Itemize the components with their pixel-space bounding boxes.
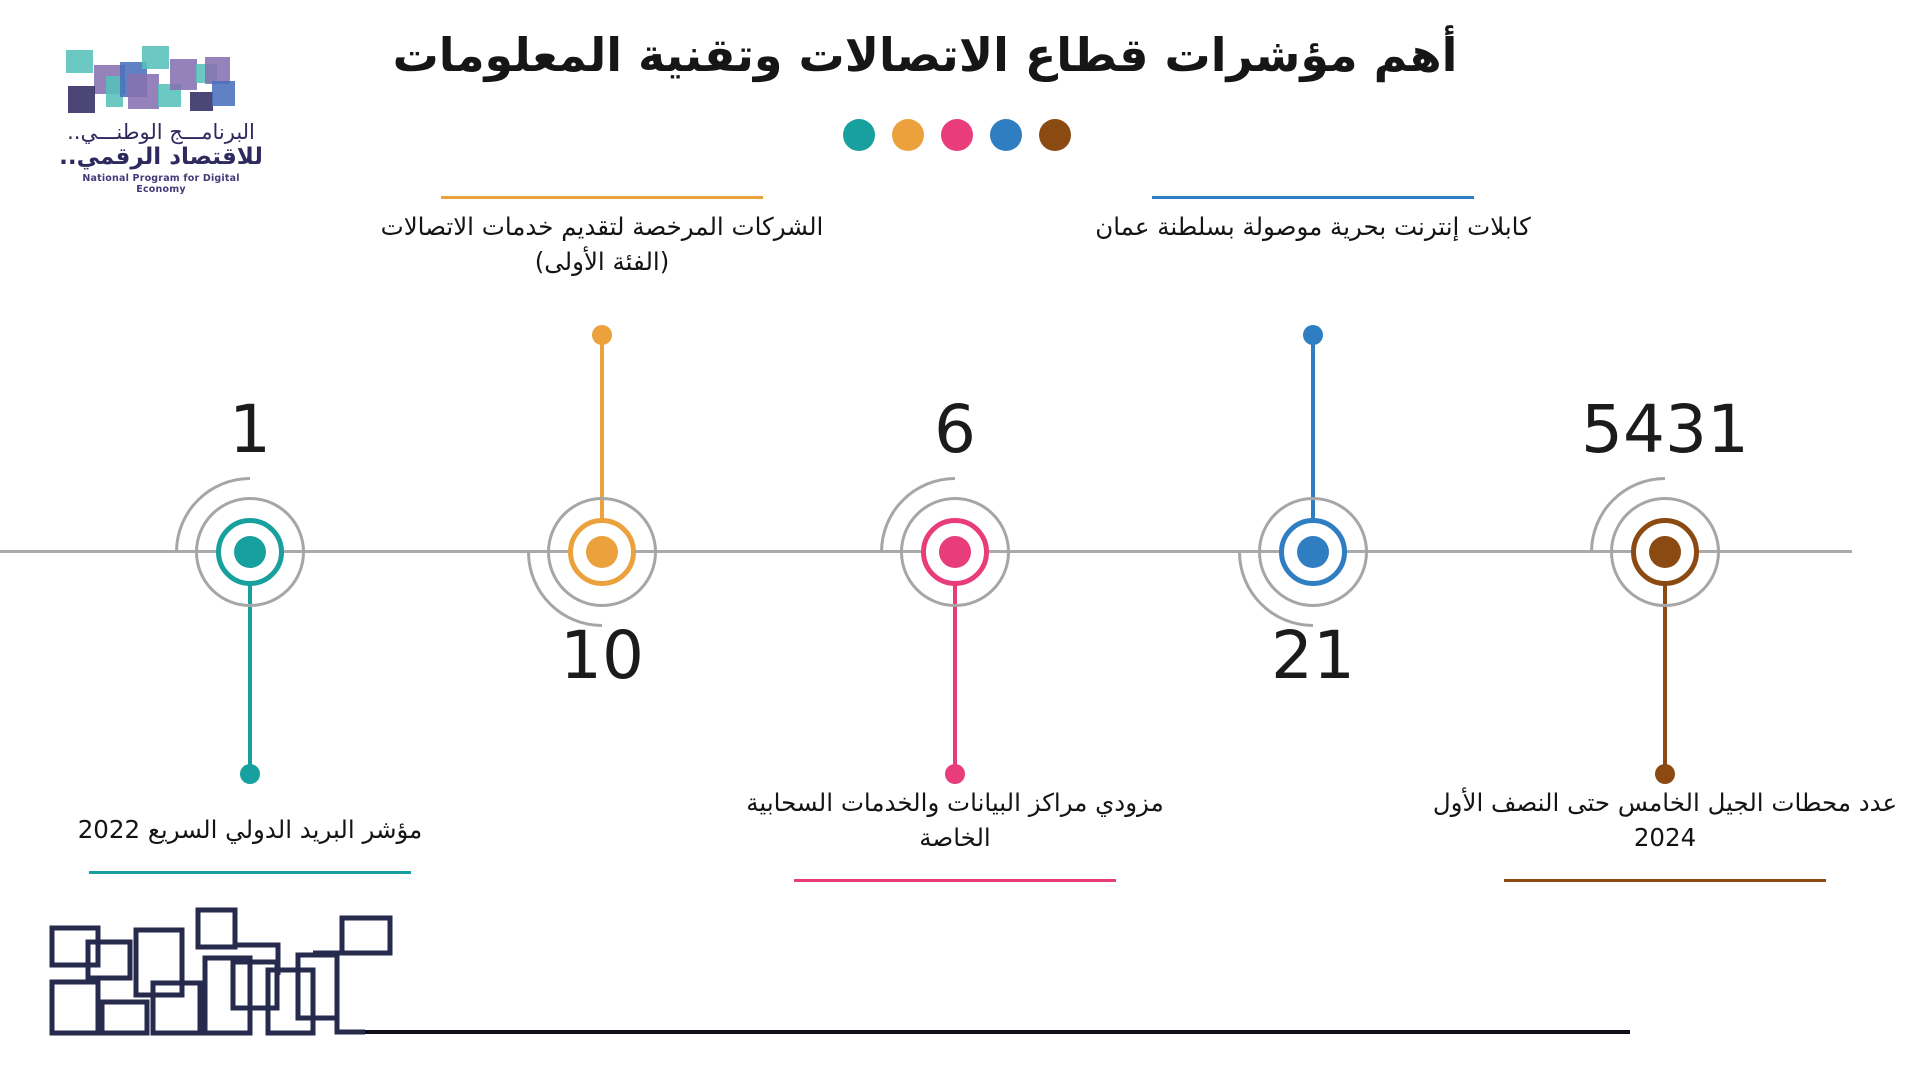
squares-decoration (49, 907, 1630, 1036)
node-outer-circle-icon (900, 497, 1010, 607)
label-overline (441, 196, 763, 199)
connector-line (1311, 335, 1315, 552)
node-outer-circle-icon (1258, 497, 1368, 607)
node-dot-icon (939, 536, 971, 568)
indicator-value: 5431 (1581, 391, 1749, 468)
indicator-label-block: مؤشر البريد الدولي السريع 2022 (15, 812, 485, 874)
indicator-label-block: عدد محطات الجيل الخامس حتى النصف الأول 2… (1430, 785, 1900, 882)
indicator-label: كابلات إنترنت بحرية موصولة بسلطنة عمان (1095, 212, 1531, 241)
indicator-label: مؤشر البريد الدولي السريع 2022 (77, 815, 423, 844)
blue-dot-icon (990, 119, 1022, 151)
program-logo: البرنامـــج الوطنـــي.. للاقتصاد الرقمي.… (56, 34, 266, 195)
node-dot-icon (234, 536, 266, 568)
page-title: أهم مؤشرات قطاع الاتصالات وتقنية المعلوم… (392, 28, 1458, 82)
node-dot-icon (586, 536, 618, 568)
label-underline (1504, 879, 1826, 882)
indicator-label: مزودي مراكز البيانات والخدمات السحابية ا… (746, 788, 1164, 852)
indicator-label: عدد محطات الجيل الخامس حتى النصف الأول 2… (1432, 788, 1898, 852)
connector-end-dot-icon (240, 764, 260, 784)
indicator-label: الشركات المرخصة لتقديم خدمات الاتصالات (… (380, 212, 824, 276)
connector-end-dot-icon (1655, 764, 1675, 784)
node-dot-icon (1649, 536, 1681, 568)
label-overline (1152, 196, 1474, 199)
pink-dot-icon (941, 119, 973, 151)
indicator-value: 10 (560, 617, 644, 694)
connector-end-dot-icon (592, 325, 612, 345)
label-underline (794, 879, 1116, 882)
node-ring-icon (921, 518, 989, 586)
node-outer-circle-icon (1610, 497, 1720, 607)
orange-dot-icon (892, 119, 924, 151)
title-dots (843, 119, 1071, 151)
indicator-value: 1 (229, 391, 271, 468)
teal-dot-icon (843, 119, 875, 151)
brown-dot-icon (1039, 119, 1071, 151)
label-underline (89, 871, 411, 874)
logo-mosaic-icon (66, 46, 235, 113)
indicator-value: 21 (1271, 617, 1355, 694)
connector-line (600, 335, 604, 552)
connector-end-dot-icon (1303, 325, 1323, 345)
logo-english-caption: National Program for Digital Economy (82, 173, 240, 195)
indicator-label-block: الشركات المرخصة لتقديم خدمات الاتصالات (… (367, 196, 837, 279)
logo-arabic-line2: للاقتصاد الرقمي.. (59, 144, 263, 170)
connector-line (248, 552, 252, 774)
connector-line (1663, 552, 1667, 774)
logo-arabic-line1: البرنامـــج الوطنـــي.. (67, 120, 255, 144)
indicator-label-block: مزودي مراكز البيانات والخدمات السحابية ا… (720, 785, 1190, 882)
indicator-label-block: كابلات إنترنت بحرية موصولة بسلطنة عمان (1078, 196, 1548, 244)
connector-end-dot-icon (945, 764, 965, 784)
node-outer-circle-icon (195, 497, 305, 607)
node-dot-icon (1297, 536, 1329, 568)
indicator-value: 6 (934, 391, 976, 468)
connector-line (953, 552, 957, 774)
node-ring-icon (216, 518, 284, 586)
node-outer-circle-icon (547, 497, 657, 607)
